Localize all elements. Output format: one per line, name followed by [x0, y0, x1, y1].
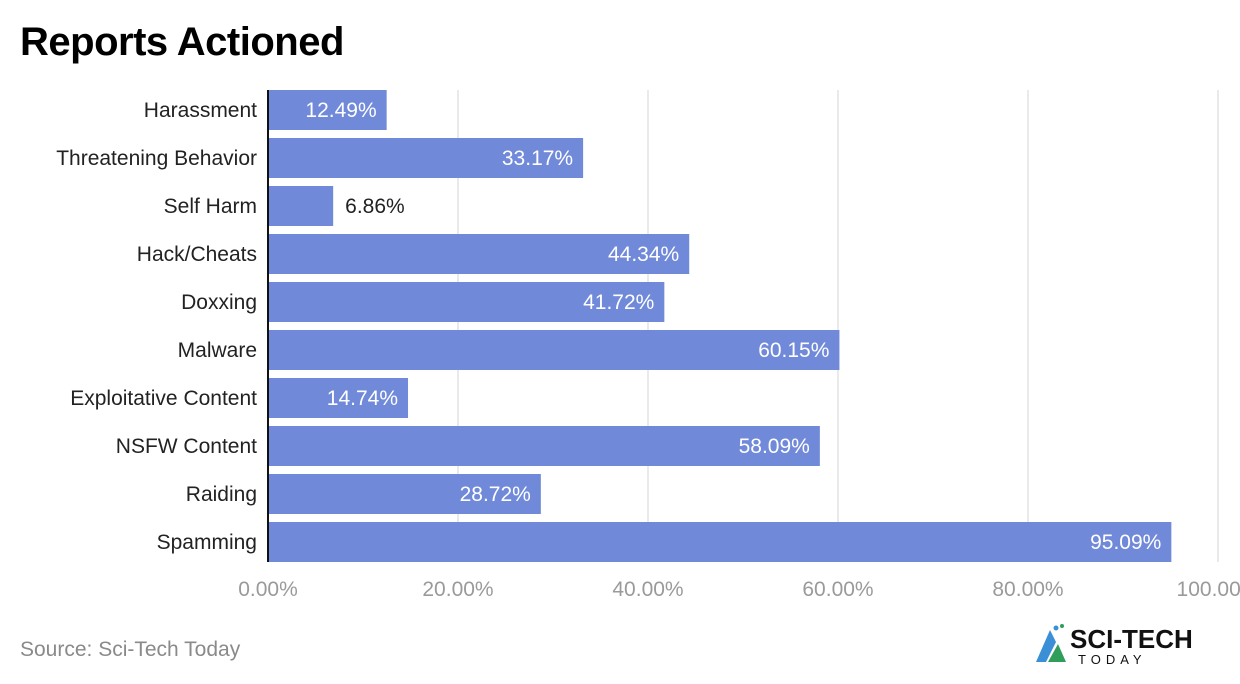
svg-text:SCI-TECH: SCI-TECH [1070, 624, 1193, 654]
x-tick-label: 100.00% [1177, 578, 1240, 601]
logo-mark-green [1048, 644, 1066, 662]
category-label: Spamming [157, 531, 257, 554]
value-label: 12.49% [305, 99, 376, 122]
category-label: Threatening Behavior [56, 147, 257, 170]
bar [268, 186, 334, 226]
value-label: 28.72% [460, 483, 531, 506]
category-label: NSFW Content [116, 435, 257, 458]
bar [268, 282, 665, 322]
value-label: 95.09% [1090, 531, 1161, 554]
category-label: Exploitative Content [70, 387, 257, 410]
value-label: 60.15% [758, 339, 829, 362]
value-label: 58.09% [739, 435, 810, 458]
x-tick-label: 40.00% [612, 578, 683, 601]
value-label: 41.72% [583, 291, 654, 314]
category-label: Harassment [144, 99, 257, 122]
source-note: Source: Sci-Tech Today [20, 638, 241, 661]
bar [268, 474, 541, 514]
category-label: Raiding [186, 483, 257, 506]
bar [268, 522, 1172, 562]
x-tick-label: 60.00% [802, 578, 873, 601]
value-label: 6.86% [345, 195, 405, 218]
category-label: Doxxing [181, 291, 257, 314]
svg-text:TODAY: TODAY [1078, 652, 1147, 666]
bar [268, 378, 409, 418]
category-label: Hack/Cheats [137, 243, 257, 266]
x-tick-label: 0.00% [238, 578, 298, 601]
category-label: Malware [178, 339, 257, 362]
category-label: Self Harm [164, 195, 257, 218]
bar [268, 426, 820, 466]
bar [268, 90, 387, 130]
logo-mark-blue [1036, 630, 1056, 662]
value-label: 44.34% [608, 243, 679, 266]
bar [268, 330, 840, 370]
sci-tech-today-logo: SCI-TECH TODAY [1036, 624, 1193, 666]
chart-title: Reports Actioned [20, 20, 344, 64]
x-tick-label: 80.00% [992, 578, 1063, 601]
bar [268, 234, 690, 274]
bar [268, 138, 584, 178]
value-label: 14.74% [327, 387, 398, 410]
x-tick-label: 20.00% [422, 578, 493, 601]
value-label: 33.17% [502, 147, 573, 170]
